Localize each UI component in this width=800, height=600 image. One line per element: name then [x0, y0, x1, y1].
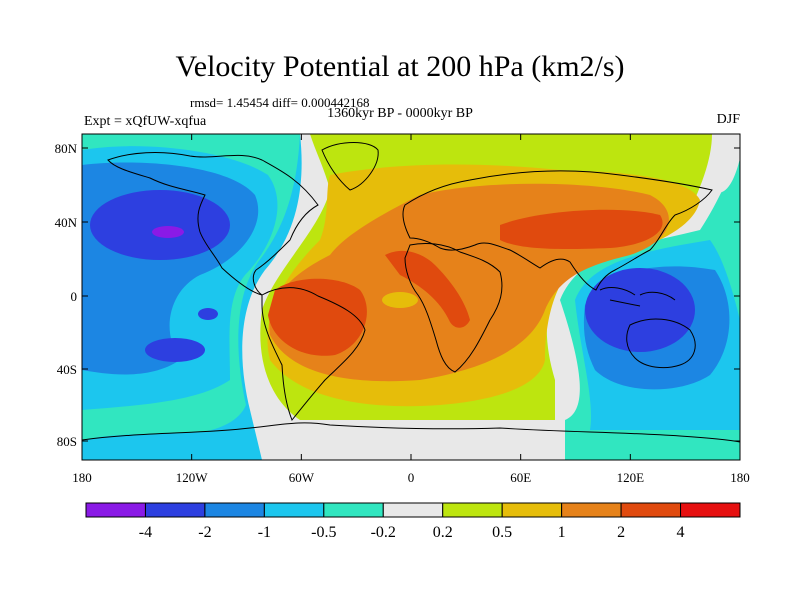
latitude-axis: 80N 40N 0 40S 80S — [55, 141, 740, 449]
colorbar-label: -4 — [139, 524, 152, 541]
colorbar-label: 2 — [617, 524, 625, 541]
contour-field — [82, 134, 740, 460]
east-edge-neutral — [712, 134, 740, 193]
colorbar-label: -0.5 — [311, 524, 336, 541]
pacific-negative-dark-blue-south — [145, 338, 205, 362]
lon-tick-label: 0 — [408, 470, 415, 485]
rmsd-diff-stats: rmsd= 1.45454 diff= 0.000442168 — [190, 95, 370, 110]
lat-tick-label: 40S — [57, 362, 77, 377]
colorbar-swatch — [263, 502, 325, 518]
lon-tick-label: 180 — [72, 470, 92, 485]
positive-red-eurasia — [500, 209, 663, 250]
colorbar-swatch — [442, 502, 503, 518]
colorbar-label: 4 — [677, 524, 685, 541]
coast-south-america — [261, 287, 366, 421]
indopacific-negative-dark-blue — [585, 268, 695, 352]
colorbar-swatch — [501, 502, 563, 518]
lon-tick-label: 60E — [510, 470, 531, 485]
colorbar-swatch — [323, 502, 384, 518]
atlantic-gold-patch — [382, 292, 418, 308]
colorbar-swatch — [382, 502, 444, 518]
time-range-subtitle: 1360kyr BP - 0000kyr BP — [327, 106, 473, 121]
colorbar-label: -2 — [198, 524, 211, 541]
lat-tick-label: 80S — [57, 434, 77, 449]
lat-tick-label: 40N — [55, 215, 78, 230]
lon-tick-label: 120E — [617, 470, 645, 485]
season-label: DJF — [716, 112, 740, 127]
lat-tick-label: 0 — [71, 289, 78, 304]
colorbar-label: -0.2 — [371, 524, 396, 541]
lon-tick-label: 60W — [289, 470, 315, 485]
coast-antarctica — [82, 422, 740, 443]
coast-eurasia — [402, 170, 713, 291]
colorbar-label: 1 — [558, 524, 566, 541]
colorbar-swatch — [204, 502, 265, 518]
coast-indonesia — [599, 287, 676, 307]
lon-tick-label: 180 — [730, 470, 750, 485]
colorbar-swatch — [144, 502, 206, 518]
positive-red-south-america — [268, 278, 367, 356]
map-title: Velocity Potential at 200 hPa (km2/s) — [175, 50, 625, 83]
colorbar-label: 0.2 — [433, 524, 453, 541]
experiment-label: Expt = xQfUW-xqfua — [84, 114, 207, 129]
colorbar-swatch — [561, 502, 622, 518]
coast-north-america — [107, 152, 319, 296]
colorbar: -4 -2 -1 -0.5 -0.2 0.2 0.5 1 2 4 — [85, 502, 741, 541]
colorbar-swatch — [85, 502, 146, 518]
lat-tick-label: 80N — [55, 141, 78, 156]
colorbar-swatch — [620, 502, 682, 518]
colorbar-label: 0.5 — [492, 524, 512, 541]
coastlines — [82, 142, 740, 443]
colorbar-swatch — [680, 502, 741, 518]
pacific-negative-dark-blue-north — [90, 190, 230, 260]
pacific-negative-violet-core — [152, 226, 184, 238]
colorbar-label: -1 — [258, 524, 271, 541]
lon-tick-label: 120W — [176, 470, 209, 485]
longitude-axis: 180 120W 60W 0 60E 120E 180 — [72, 134, 750, 485]
coast-australia — [626, 318, 696, 369]
coast-africa — [404, 243, 503, 373]
pacific-negative-dark-blue-eq — [198, 308, 218, 320]
coast-greenland — [321, 142, 379, 191]
